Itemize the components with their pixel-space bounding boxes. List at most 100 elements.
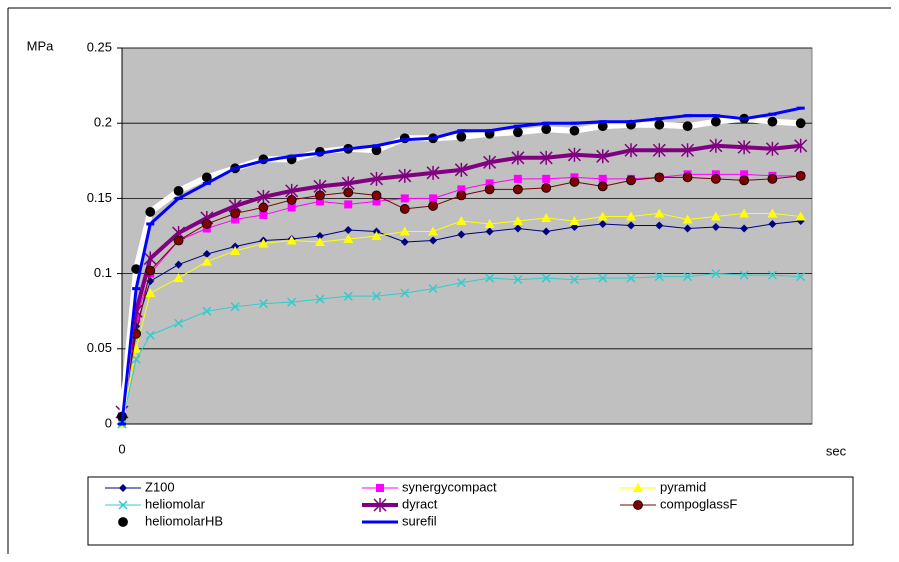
marker <box>539 150 553 165</box>
y-tick-label: 0.1 <box>94 265 112 280</box>
series <box>118 106 805 426</box>
marker <box>428 201 438 211</box>
marker <box>400 238 409 247</box>
marker <box>146 222 155 226</box>
marker <box>286 235 297 245</box>
marker <box>513 174 522 183</box>
marker <box>456 215 467 225</box>
marker <box>428 226 439 236</box>
legend-label: compoglassF <box>660 496 737 511</box>
series-line <box>121 220 801 425</box>
marker <box>683 224 692 233</box>
marker <box>710 173 721 184</box>
marker <box>371 291 382 301</box>
marker <box>201 219 212 229</box>
marker <box>626 175 636 186</box>
marker <box>315 197 324 206</box>
legend-label: surefil <box>402 513 437 528</box>
legend-label: pyramid <box>660 479 706 494</box>
series <box>117 170 806 422</box>
marker <box>711 269 721 279</box>
marker <box>456 278 466 288</box>
marker <box>626 273 636 283</box>
marker <box>372 144 381 148</box>
x-axis-label: sec <box>826 443 847 458</box>
series-line <box>121 173 801 417</box>
y-tick-label: 0.05 <box>87 340 112 355</box>
marker <box>398 168 412 183</box>
marker <box>794 138 808 153</box>
y-axis-label: MPa <box>27 38 55 53</box>
marker <box>767 116 778 127</box>
marker <box>513 184 523 195</box>
marker <box>344 225 353 234</box>
marker <box>371 231 382 240</box>
marker <box>655 221 664 230</box>
marker <box>230 208 241 219</box>
marker <box>259 159 268 163</box>
marker <box>485 179 494 188</box>
marker <box>513 124 522 128</box>
marker <box>231 215 240 224</box>
marker <box>739 175 750 186</box>
marker <box>795 211 806 221</box>
marker <box>710 116 721 127</box>
marker <box>795 170 806 181</box>
marker <box>682 121 693 132</box>
marker <box>740 117 749 121</box>
y-tick-label: 0.15 <box>87 190 112 205</box>
marker <box>315 190 325 201</box>
marker <box>768 112 777 116</box>
marker <box>654 172 665 183</box>
marker <box>344 200 353 209</box>
marker <box>796 106 805 110</box>
legend <box>87 476 854 546</box>
marker <box>231 166 240 170</box>
marker <box>711 114 720 118</box>
marker <box>484 184 495 195</box>
marker <box>457 230 466 239</box>
marker <box>429 236 438 245</box>
marker <box>683 272 693 282</box>
marker <box>654 119 665 130</box>
marker <box>230 302 240 312</box>
series-line <box>120 143 801 413</box>
marker <box>400 288 410 298</box>
marker <box>454 162 468 177</box>
marker <box>626 211 637 221</box>
marker <box>570 222 579 231</box>
marker <box>681 143 695 158</box>
marker <box>597 211 608 221</box>
marker <box>399 204 410 214</box>
marker <box>343 291 353 301</box>
marker <box>683 114 692 118</box>
marker <box>541 273 551 283</box>
marker <box>428 284 438 294</box>
marker <box>118 517 128 527</box>
marker <box>202 250 211 259</box>
marker <box>542 227 551 236</box>
marker <box>598 219 607 228</box>
legend-label: synergycompact <box>402 479 497 494</box>
marker <box>511 150 525 165</box>
marker <box>569 125 580 136</box>
marker <box>569 275 579 285</box>
marker <box>287 203 296 212</box>
legend-label: heliomolarHB <box>145 513 223 528</box>
marker <box>400 194 409 203</box>
marker <box>484 218 495 228</box>
marker <box>739 208 750 218</box>
marker <box>173 235 184 246</box>
marker <box>627 221 636 230</box>
marker <box>173 273 184 283</box>
x-tick-label: 0 <box>118 441 125 456</box>
marker <box>485 129 494 133</box>
marker <box>230 246 241 256</box>
legend-label: Z100 <box>145 479 175 494</box>
marker <box>314 237 325 247</box>
marker <box>633 500 643 510</box>
marker <box>737 140 751 155</box>
marker <box>796 272 806 282</box>
marker <box>512 215 523 225</box>
marker <box>598 174 607 183</box>
